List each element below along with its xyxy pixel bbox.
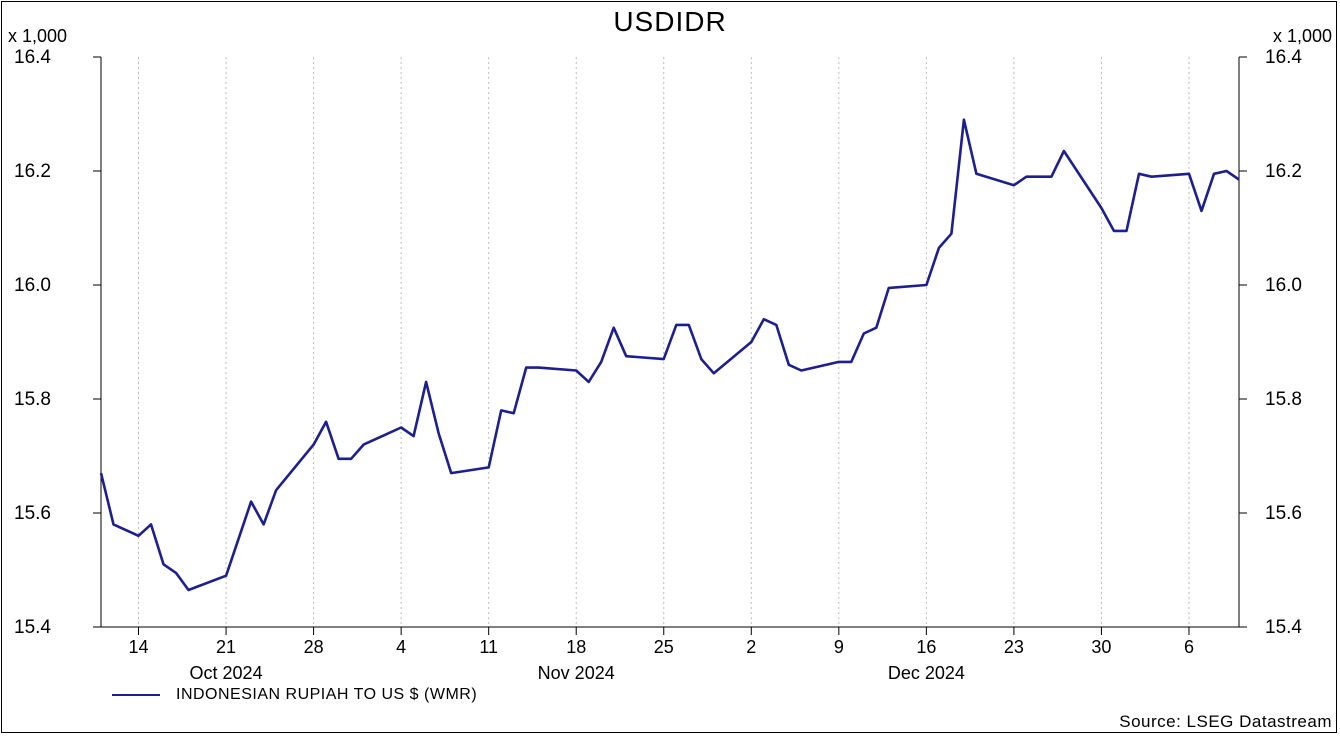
x-tick-label: 28	[304, 637, 324, 657]
x-month-label: Dec 2024	[888, 663, 965, 683]
y-tick-label-right: 15.8	[1265, 389, 1302, 410]
y-tick-label-right: 16.2	[1265, 161, 1302, 182]
x-tick-label: 21	[216, 637, 236, 657]
series-line-usdidr	[99, 118, 1240, 592]
y-multiplier-left: x 1,000	[8, 26, 68, 46]
x-tick-label: 16	[916, 637, 936, 657]
x-tick-label: 14	[129, 637, 149, 657]
source-note: Source: LSEG Datastream	[1119, 712, 1332, 731]
x-tick-label: 11	[479, 637, 498, 657]
x-tick-label: 18	[566, 637, 586, 657]
x-tick-label: 25	[654, 637, 674, 657]
y-tick-label-left: 15.4	[14, 617, 51, 638]
x-tick-label: 30	[1091, 637, 1111, 657]
y-tick-label-left: 16.4	[14, 47, 51, 68]
y-tick-label-right: 16.0	[1265, 275, 1302, 296]
y-tick-label-left: 16.0	[14, 275, 51, 296]
y-tick-label-right: 15.6	[1265, 503, 1302, 524]
legend: INDONESIAN RUPIAH TO US $ (WMR)	[112, 686, 477, 704]
y-tick-label-left: 15.6	[14, 503, 51, 524]
x-month-label: Oct 2024	[190, 663, 263, 683]
y-tick-label-left: 15.8	[14, 389, 51, 410]
y-tick-label-right: 15.4	[1265, 617, 1302, 638]
chart-title: USDIDR	[613, 6, 727, 37]
y-multiplier-right: x 1,000	[1272, 26, 1332, 46]
x-month-label: Nov 2024	[538, 663, 615, 683]
x-tick-label: 9	[834, 637, 844, 657]
legend-label: INDONESIAN RUPIAH TO US $ (WMR)	[176, 686, 478, 703]
x-tick-label: 4	[396, 637, 406, 657]
y-tick-label-right: 16.4	[1265, 47, 1302, 68]
x-tick-label: 2	[746, 637, 756, 657]
x-tick-label: 6	[1184, 637, 1194, 657]
legend-swatch	[112, 694, 160, 696]
x-tick-label: 23	[1004, 637, 1024, 657]
y-tick-label-left: 16.2	[14, 161, 51, 182]
